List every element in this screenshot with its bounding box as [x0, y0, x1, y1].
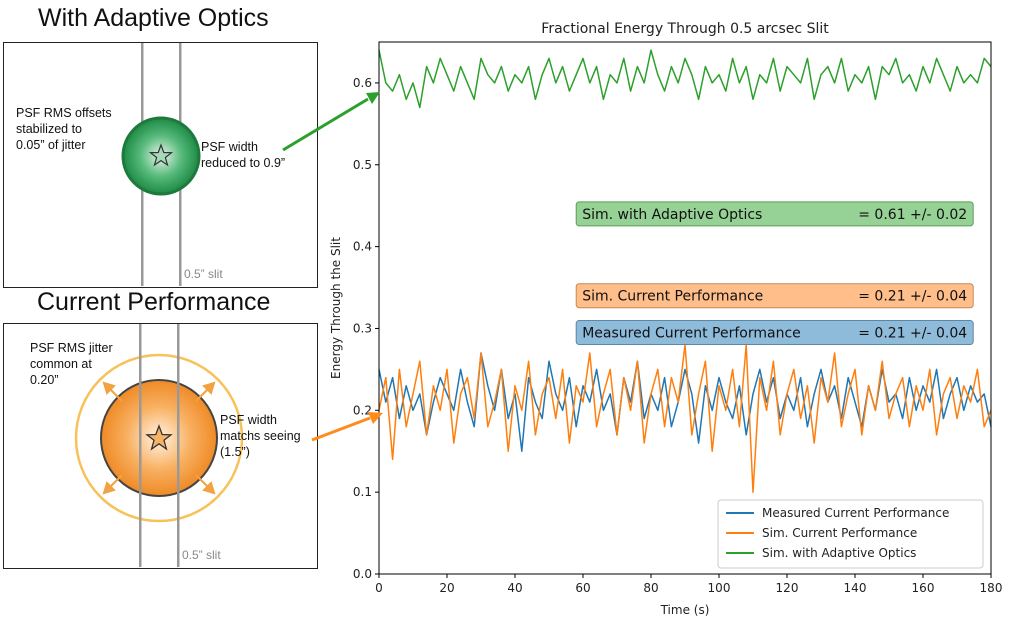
x-tick-label: 40: [507, 581, 522, 595]
jitter-note: PSF RMS jitter common at 0.20”: [30, 341, 113, 387]
adaptive-optics-heading: With Adaptive Optics: [38, 4, 269, 32]
x-tick-label: 160: [912, 581, 935, 595]
annotation-box-2: [575, 320, 974, 346]
x-tick-label: 100: [708, 581, 731, 595]
x-tick-label: 0: [375, 581, 383, 595]
adaptive-slit-label: 0.5” slit: [184, 267, 223, 281]
current-slit-label: 0.5” slit: [182, 548, 221, 562]
x-tick-label: 120: [776, 581, 799, 595]
current-performance-panel: PSF RMS jitter common at 0.20” PSF width…: [3, 323, 318, 569]
chart-title: Fractional Energy Through 0.5 arcsec Sli…: [541, 21, 829, 37]
adaptive-psf-diagram: [121, 43, 201, 286]
slit-left-edge: [139, 324, 142, 567]
adaptive-width-note: PSF width reduced to 0.9”: [201, 140, 286, 170]
y-tick-label: 0.3: [353, 321, 372, 335]
annotation-box-0: [575, 201, 974, 227]
series-line-2: [378, 49, 992, 109]
series-line-1: [378, 344, 992, 493]
plot-frame: [378, 41, 992, 575]
x-tick-label: 60: [575, 581, 590, 595]
star-icon: [145, 424, 173, 451]
y-tick-label: 0.6: [353, 76, 372, 90]
current-psf-diagram: [74, 324, 244, 567]
jitter-ring: [74, 353, 244, 523]
x-tick-label: 20: [439, 581, 454, 595]
jitter-arrows: [102, 381, 216, 495]
annotation-label-2: Measured Current Performance: [582, 326, 801, 342]
adaptive-optics-panel: PSF RMS offsets stabilized to 0.05” of j…: [3, 42, 318, 288]
legend-label-2: Sim. with Adaptive Optics: [762, 546, 916, 560]
offset-note: PSF RMS offsets stabilized to 0.05” of j…: [16, 106, 112, 152]
legend-box: [717, 499, 984, 569]
y-tick-label: 0.2: [353, 403, 372, 417]
y-axis-label: Energy Through the Slit: [329, 237, 343, 379]
annotation-label-0: Sim. with Adaptive Optics: [582, 207, 762, 223]
x-tick-label: 140: [844, 581, 867, 595]
annotation-value-0: = 0.61 +/- 0.02: [858, 207, 967, 223]
y-tick-label: 0.0: [353, 567, 372, 581]
annotation-value-1: = 0.21 +/- 0.04: [858, 289, 967, 305]
x-tick-label: 180: [980, 581, 1003, 595]
annotation-label-1: Sim. Current Performance: [582, 289, 763, 305]
legend-label-0: Measured Current Performance: [762, 506, 949, 520]
x-axis-label: Time (s): [660, 603, 710, 617]
current-width-note: PSF width matchs seeing (1.5”): [220, 413, 301, 459]
x-tick-label: 80: [643, 581, 658, 595]
current-performance-heading: Current Performance: [37, 288, 271, 316]
y-tick-label: 0.5: [353, 158, 372, 172]
slit-right-edge: [177, 324, 180, 567]
star-icon: [148, 143, 174, 167]
y-tick-label: 0.4: [353, 240, 372, 254]
annotation-value-2: = 0.21 +/- 0.04: [858, 326, 967, 342]
legend-label-1: Sim. Current Performance: [762, 526, 917, 540]
annotation-box-1: [575, 283, 974, 309]
y-tick-label: 0.1: [353, 485, 372, 499]
